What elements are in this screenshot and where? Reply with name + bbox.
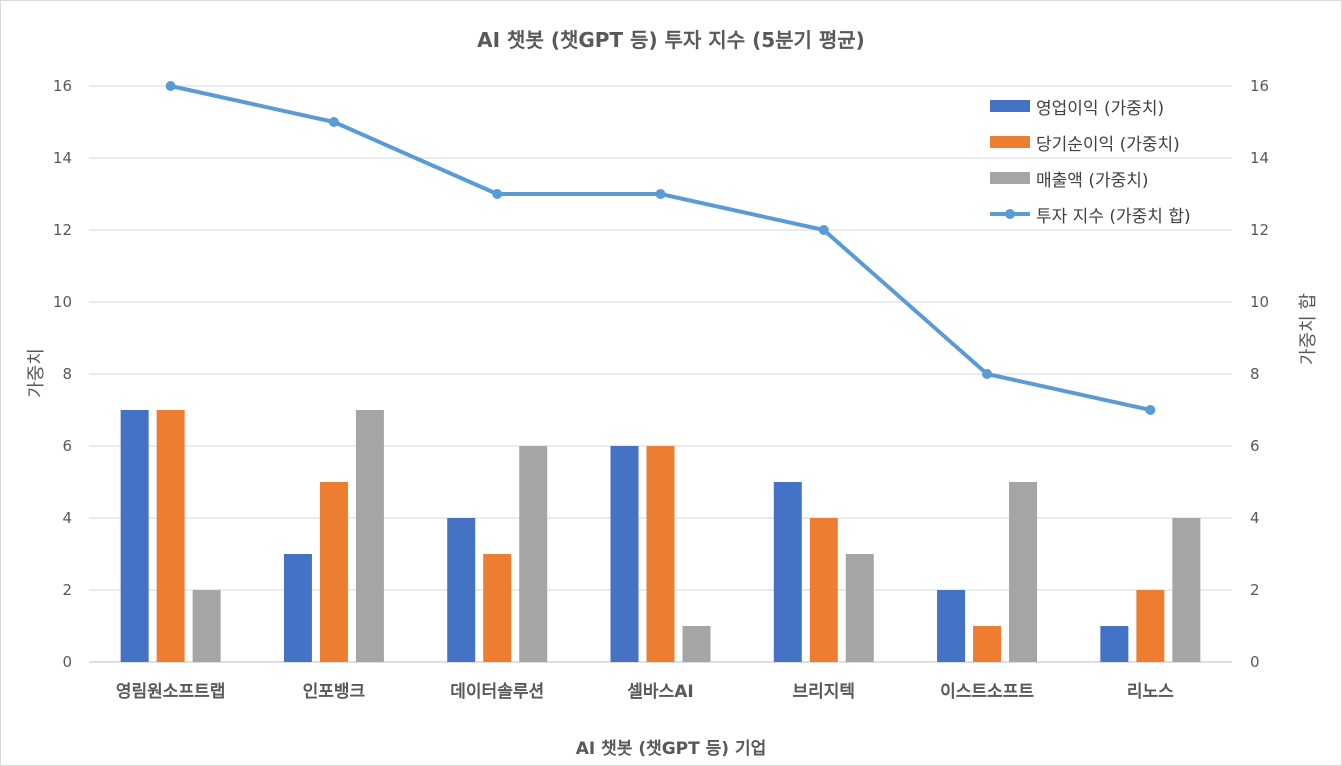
bar-3-2 (355, 410, 384, 662)
y-tick-left-10: 10 (53, 293, 72, 311)
bar-1-6 (937, 590, 966, 662)
legend-label-revenue: 매출액 (가중치) (1036, 170, 1149, 191)
legend-swatch-revenue (990, 172, 1030, 184)
y-tick-left-16: 16 (53, 77, 72, 95)
bar-3-7 (1172, 518, 1201, 662)
y-tick-right-14: 14 (1250, 149, 1269, 167)
y-tick-left-14: 14 (53, 149, 72, 167)
bar-3-1 (192, 590, 221, 662)
y-tick-right-16: 16 (1250, 77, 1269, 95)
y-tick-left-4: 4 (62, 509, 72, 527)
bar-1-2 (283, 554, 312, 662)
bar-3-5 (845, 554, 874, 662)
chart-title: AI 챗봇 (챗GPT 등) 투자 지수 (5분기 평균) (477, 28, 865, 52)
legend-item-revenue: 매출액 (가중치) (990, 160, 1191, 196)
legend-label-net-income: 당기순이익 (가중치) (1036, 134, 1180, 155)
y-tick-left-0: 0 (62, 653, 72, 671)
line-point-1 (165, 81, 176, 91)
legend-label-operating-profit: 영업이익 (가중치) (1036, 98, 1165, 119)
bar-2-2 (319, 482, 348, 662)
x-axis-title: AI 챗봇 (챗GPT 등) 기업 (575, 739, 767, 759)
legend-label-investment-index: 투자 지수 (가중치 합) (1036, 206, 1191, 227)
y-tick-left-6: 6 (62, 437, 72, 455)
line-point-4 (655, 189, 666, 199)
bar-1-3 (447, 518, 476, 662)
bar-2-5 (809, 518, 838, 662)
x-tick-label-7: 리노스 (1127, 682, 1174, 702)
y-tick-right-6: 6 (1250, 437, 1260, 455)
line-point-3 (492, 189, 503, 199)
bar-1-5 (773, 482, 802, 662)
legend-line-investment-index (990, 208, 1030, 220)
legend-item-operating-profit: 영업이익 (가중치) (990, 88, 1191, 124)
bar-1-4 (610, 446, 639, 662)
bar-1-7 (1100, 626, 1129, 662)
y-tick-right-8: 8 (1250, 365, 1260, 383)
x-tick-label-2: 인포뱅크 (303, 682, 366, 702)
bar-3-4 (682, 626, 711, 662)
bar-2-6 (973, 626, 1002, 662)
bar-3-6 (1009, 482, 1038, 662)
legend-swatch-operating-profit (990, 100, 1030, 112)
line-point-6 (982, 369, 993, 379)
x-tick-label-4: 셀바스AI (627, 682, 693, 702)
y-tick-right-4: 4 (1250, 509, 1260, 527)
line-point-5 (818, 225, 829, 235)
line-point-2 (328, 117, 339, 127)
y-tick-right-12: 12 (1250, 221, 1269, 239)
bar-3-3 (519, 446, 548, 662)
bar-2-3 (483, 554, 512, 662)
bar-1-1 (120, 410, 149, 662)
legend: 영업이익 (가중치) 당기순이익 (가중치) 매출액 (가중치) 투자 지수 (… (990, 88, 1191, 232)
y-tick-right-2: 2 (1250, 581, 1260, 599)
x-tick-label-5: 브리지텍 (793, 682, 856, 702)
y-tick-left-2: 2 (62, 581, 72, 599)
bar-2-1 (156, 410, 185, 662)
x-tick-label-6: 이스트소프트 (940, 682, 1034, 702)
legend-swatch-net-income (990, 136, 1030, 148)
y-tick-left-12: 12 (53, 221, 72, 239)
y-tick-right-0: 0 (1250, 653, 1260, 671)
legend-item-investment-index: 투자 지수 (가중치 합) (990, 196, 1191, 232)
bar-2-4 (646, 446, 675, 662)
y-tick-right-10: 10 (1250, 293, 1269, 311)
x-tick-label-1: 영림원소프트랩 (116, 682, 225, 702)
line-point-7 (1145, 405, 1156, 415)
legend-item-net-income: 당기순이익 (가중치) (990, 124, 1191, 160)
x-tick-label-3: 데이터솔루션 (450, 682, 544, 702)
y-tick-left-8: 8 (62, 365, 72, 383)
bar-2-7 (1136, 590, 1165, 662)
